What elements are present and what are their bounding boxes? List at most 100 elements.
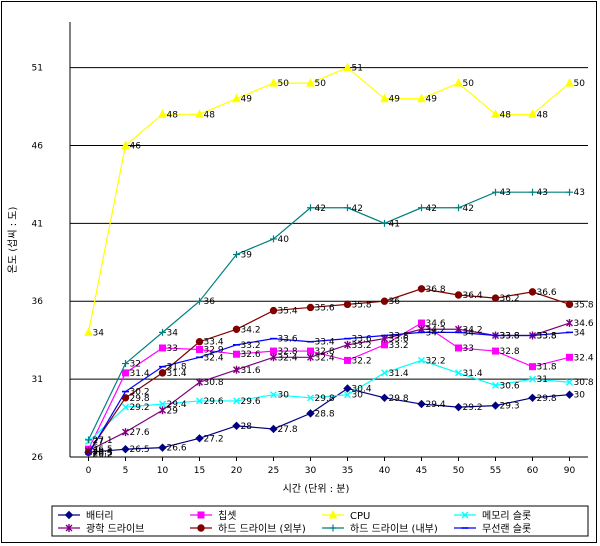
series-2 (85, 319, 573, 453)
data-point (233, 397, 240, 405)
data-label: 34 (574, 328, 586, 338)
data-label: 34 (93, 328, 105, 338)
y-tick-label: 36 (32, 297, 44, 307)
x-tick-label: 0 (86, 466, 92, 476)
data-point (455, 204, 462, 212)
data-point (195, 338, 204, 346)
series-6 (84, 285, 574, 457)
data-label: 32.9 (204, 346, 224, 356)
data-label: 32.4 (204, 353, 224, 363)
data-label: 35.6 (315, 303, 335, 313)
data-point (158, 109, 167, 118)
data-label: 30.4 (352, 384, 372, 394)
data-point (232, 93, 241, 103)
data-point (344, 340, 351, 349)
data-point (566, 319, 573, 328)
data-label: 31.6 (241, 366, 261, 376)
data-point (381, 219, 388, 227)
data-point (344, 391, 351, 399)
data-label: 33.2 (241, 341, 261, 351)
x-tick-label: 5 (123, 466, 129, 476)
data-label: 33.8 (500, 332, 520, 342)
data-point (455, 369, 462, 377)
y-tick-label: 51 (32, 64, 43, 74)
data-point (381, 369, 388, 377)
data-point (566, 188, 573, 196)
data-point (381, 341, 388, 349)
data-point (232, 421, 241, 431)
data-point (417, 285, 426, 293)
series-1 (84, 384, 574, 457)
data-point (122, 428, 129, 437)
legend-label: 무선랜 슬롯 (482, 523, 531, 535)
data-label: 32.8 (278, 347, 298, 357)
data-point (529, 188, 536, 196)
data-label: 50 (315, 79, 327, 89)
data-point (418, 319, 425, 327)
data-label: 49 (389, 95, 401, 105)
data-point (492, 381, 499, 389)
data-point (307, 394, 314, 402)
data-point (454, 402, 463, 412)
data-point (233, 365, 240, 374)
data-point (380, 93, 389, 103)
data-label: 33.8 (500, 332, 520, 342)
data-label: 29.8 (315, 394, 335, 404)
legend-label: 하드 드라이브 (내부) (350, 522, 438, 535)
data-point (343, 384, 352, 393)
data-point (121, 445, 130, 454)
data-point (269, 424, 278, 434)
data-label: 33.8 (389, 332, 409, 342)
data-label: 34.2 (241, 325, 261, 335)
data-label: 34.6 (574, 319, 594, 329)
data-label: 33.8 (537, 332, 557, 342)
data-point (84, 327, 93, 336)
data-label: 29.6 (204, 397, 224, 407)
data-label: 49 (426, 95, 438, 105)
x-axis-title: 시간 (단위 : 분) (283, 482, 350, 495)
data-label: 36.2 (500, 294, 520, 304)
data-label: 30.8 (204, 378, 224, 388)
legend-item: 무선랜 슬롯 (454, 523, 531, 535)
data-point (270, 391, 277, 399)
data-point (196, 397, 203, 405)
series-7 (85, 188, 573, 444)
data-label: 29.4 (426, 400, 446, 410)
data-labels: 26.3 26.5 26.627.228 27.828.830.429.829.4 29… (93, 64, 594, 460)
series-line (88, 359, 570, 442)
x-tick-label: 45 (416, 466, 427, 476)
data-label: 42 (463, 204, 474, 214)
data-label: 26.5 (93, 445, 113, 455)
data-point (158, 443, 167, 452)
data-label: 30.2 (130, 388, 150, 398)
data-label: 27.8 (278, 425, 298, 435)
data-point (233, 350, 240, 358)
legend-label: 광학 드라이브 (86, 523, 144, 535)
y-tick-label: 41 (32, 219, 43, 229)
legend-marker (197, 511, 205, 519)
data-point (196, 297, 203, 305)
legend-label: CPU (350, 511, 370, 522)
data-point (455, 344, 462, 352)
data-label: 31.4 (463, 369, 483, 379)
data-label: 36 (204, 297, 216, 307)
data-label: 33 (463, 344, 474, 354)
data-label: 33.6 (352, 335, 372, 345)
data-point (122, 369, 129, 377)
data-point (528, 393, 537, 403)
data-label: 34 (167, 328, 179, 338)
legend-item: 배터리 (58, 510, 114, 522)
data-point (159, 328, 166, 336)
data-point (418, 204, 425, 212)
series-group (84, 62, 574, 457)
legend-label: 배터리 (86, 510, 114, 522)
data-label: 29.3 (500, 402, 520, 412)
data-label: 26.6 (167, 444, 187, 454)
data-point (85, 436, 92, 444)
series-line (87, 191, 570, 441)
data-label: 26.3 (93, 448, 113, 458)
data-point (344, 356, 351, 364)
data-label: 32.8 (315, 347, 335, 357)
data-point (306, 303, 315, 312)
